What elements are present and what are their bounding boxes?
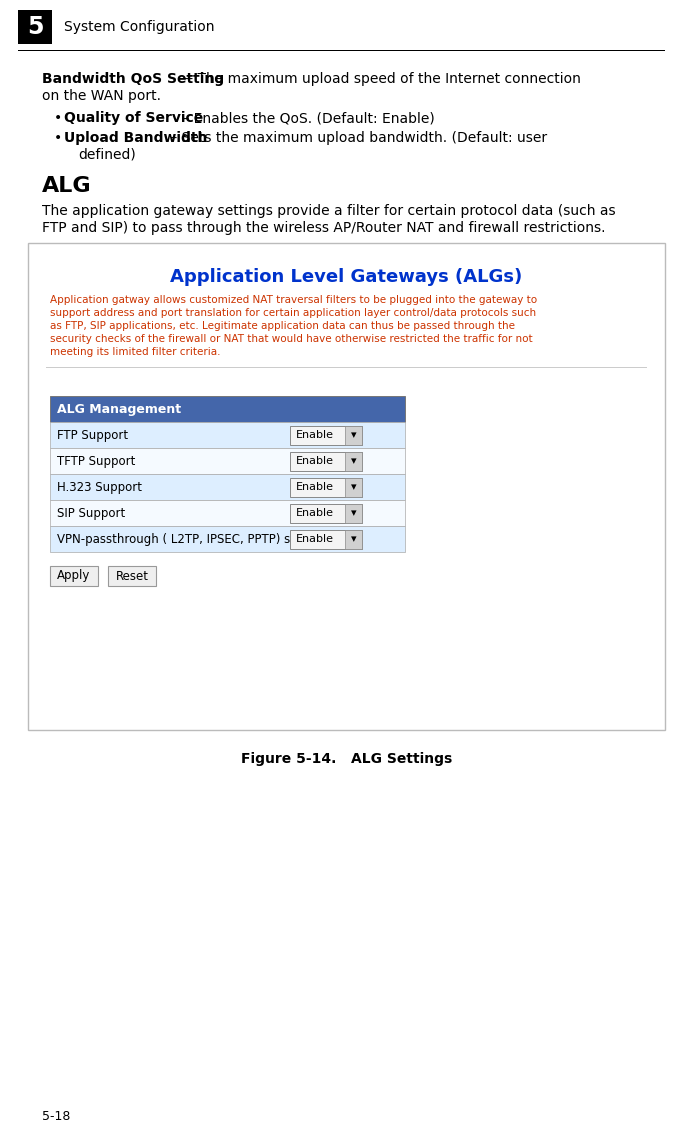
Text: Apply: Apply xyxy=(57,570,91,582)
Text: Enable: Enable xyxy=(296,508,334,518)
Text: ▾: ▾ xyxy=(350,482,357,492)
Bar xyxy=(290,529,362,548)
Text: Figure 5-14.   ALG Settings: Figure 5-14. ALG Settings xyxy=(241,752,452,766)
Bar xyxy=(345,503,362,522)
Bar xyxy=(28,243,665,730)
Text: meeting its limited filter criteria.: meeting its limited filter criteria. xyxy=(50,347,221,356)
Text: — The maximum upload speed of the Internet connection: — The maximum upload speed of the Intern… xyxy=(176,72,581,86)
Text: Enable: Enable xyxy=(296,482,334,492)
Bar xyxy=(18,10,52,44)
Text: System Configuration: System Configuration xyxy=(64,20,214,34)
Text: – Sets the maximum upload bandwidth. (Default: user: – Sets the maximum upload bandwidth. (De… xyxy=(165,131,546,146)
Bar xyxy=(50,500,405,526)
Bar xyxy=(50,396,405,422)
Text: SIP Support: SIP Support xyxy=(57,506,125,520)
Bar xyxy=(290,503,362,522)
Text: security checks of the firewall or NAT that would have otherwise restricted the : security checks of the firewall or NAT t… xyxy=(50,334,533,344)
Text: The application gateway settings provide a filter for certain protocol data (suc: The application gateway settings provide… xyxy=(42,204,615,218)
Text: Enable: Enable xyxy=(296,456,334,466)
Text: Quality of Service: Quality of Service xyxy=(64,111,204,125)
Text: ▾: ▾ xyxy=(350,534,357,544)
Bar xyxy=(345,477,362,496)
Text: ▾: ▾ xyxy=(350,456,357,466)
Text: – Enables the QoS. (Default: Enable): – Enables the QoS. (Default: Enable) xyxy=(178,111,435,125)
Text: 5: 5 xyxy=(27,15,43,39)
Bar xyxy=(50,526,405,552)
Bar xyxy=(345,451,362,470)
Text: on the WAN port.: on the WAN port. xyxy=(42,89,161,103)
Bar xyxy=(50,448,405,474)
Text: Bandwidth QoS Setting: Bandwidth QoS Setting xyxy=(42,72,224,86)
Text: ▾: ▾ xyxy=(350,508,357,518)
Bar xyxy=(108,566,156,587)
Text: FTP Support: FTP Support xyxy=(57,429,128,441)
Text: H.323 Support: H.323 Support xyxy=(57,481,142,494)
Bar xyxy=(50,566,98,587)
Bar xyxy=(345,425,362,444)
Text: 5-18: 5-18 xyxy=(42,1110,70,1123)
Text: support address and port translation for certain application layer control/data : support address and port translation for… xyxy=(50,308,536,318)
Text: Enable: Enable xyxy=(296,534,334,544)
Bar xyxy=(290,451,362,470)
Bar xyxy=(290,477,362,496)
Text: TFTP Support: TFTP Support xyxy=(57,455,135,467)
Text: as FTP, SIP applications, etc. Legitimate application data can thus be passed th: as FTP, SIP applications, etc. Legitimat… xyxy=(50,321,515,331)
Text: Enable: Enable xyxy=(296,430,334,440)
Text: Reset: Reset xyxy=(115,570,148,582)
Text: FTP and SIP) to pass through the wireless AP/Router NAT and firewall restriction: FTP and SIP) to pass through the wireles… xyxy=(42,221,606,235)
Text: defined): defined) xyxy=(78,148,136,162)
Bar xyxy=(50,422,405,448)
Bar xyxy=(290,425,362,444)
Bar xyxy=(18,50,665,51)
Text: Application gatway allows customized NAT traversal filters to be plugged into th: Application gatway allows customized NAT… xyxy=(50,296,537,305)
Text: •: • xyxy=(54,131,62,146)
Text: ▾: ▾ xyxy=(350,430,357,440)
Text: •: • xyxy=(54,111,62,125)
Text: ALG: ALG xyxy=(42,176,92,196)
Bar xyxy=(345,529,362,548)
Text: Application Level Gateways (ALGs): Application Level Gateways (ALGs) xyxy=(170,268,522,287)
Text: VPN-passthrough ( L2TP, IPSEC, PPTP) support: VPN-passthrough ( L2TP, IPSEC, PPTP) sup… xyxy=(57,532,330,546)
Bar xyxy=(50,474,405,500)
Text: ALG Management: ALG Management xyxy=(57,404,181,416)
Text: Upload Bandwidth: Upload Bandwidth xyxy=(64,131,208,146)
